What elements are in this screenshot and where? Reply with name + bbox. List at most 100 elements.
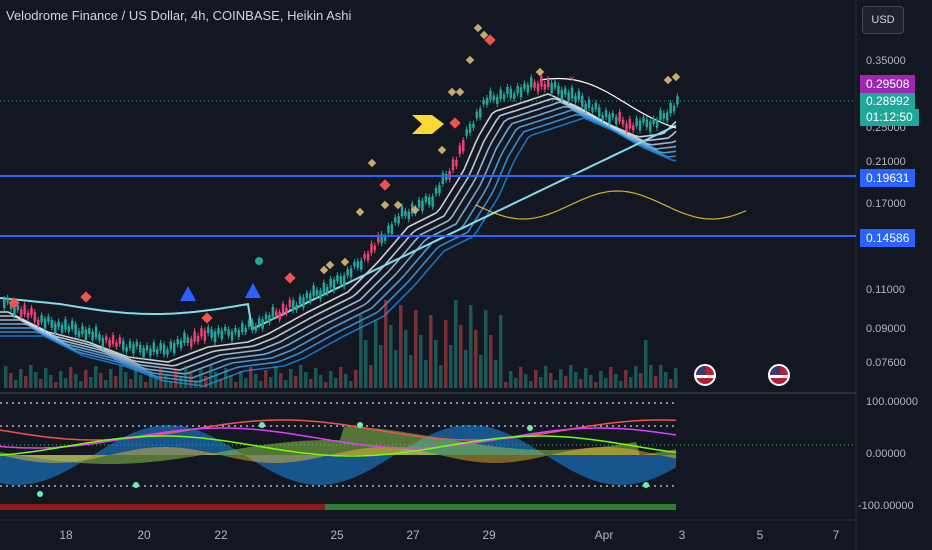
candle-body <box>13 306 16 316</box>
time-label-3: 3 <box>678 528 686 542</box>
candle-body <box>482 99 485 105</box>
candle-body <box>516 85 519 94</box>
current-price-badge: 0.28992 <box>860 93 916 110</box>
candle-body <box>149 348 152 356</box>
volume-bar <box>439 365 443 388</box>
candle-body <box>40 315 43 323</box>
signal-diamond <box>479 30 489 40</box>
osc-line <box>0 427 677 449</box>
candle-body <box>363 254 366 259</box>
volume-bar <box>624 370 628 388</box>
candle-body <box>159 343 162 351</box>
volume-bar <box>569 365 573 388</box>
volume-bar <box>509 371 513 388</box>
candle-body <box>356 261 360 268</box>
candle-body <box>499 89 502 99</box>
candle-body <box>227 329 230 336</box>
volume-bar <box>614 374 618 388</box>
candle-body <box>186 337 190 344</box>
candle-body <box>81 325 84 334</box>
candle-body <box>533 82 536 88</box>
volume-bar <box>174 370 178 388</box>
moving-average-ribbon <box>0 77 747 387</box>
volume-bar <box>344 374 348 388</box>
volume-bar <box>9 373 13 388</box>
trend-bar-bull <box>325 504 676 510</box>
heikin-ashi-candles <box>3 73 679 361</box>
candle-body <box>298 296 302 305</box>
level-badge-upper: 0.19631 <box>860 169 916 187</box>
volume-bar <box>649 365 653 388</box>
candle-body <box>635 118 638 126</box>
volume-bar <box>79 381 83 388</box>
candle-body <box>489 90 492 100</box>
currency-button[interactable]: USD <box>862 6 904 34</box>
volume-bar <box>664 372 668 388</box>
candle-body <box>458 145 462 155</box>
volume-bar <box>164 374 168 388</box>
signal-diamond <box>340 257 350 267</box>
candle-body <box>179 340 183 349</box>
candle-body <box>132 344 135 354</box>
candle-body <box>523 83 526 89</box>
osc-label-top: 100.00000 <box>866 396 918 408</box>
candle-body <box>659 110 662 121</box>
price-label-1: 0.35000 <box>866 55 906 67</box>
candle-body <box>506 87 509 95</box>
candle-body <box>322 282 326 294</box>
candle-body <box>6 297 9 303</box>
volume-bar <box>44 368 48 388</box>
candle-body <box>557 85 560 94</box>
price-label-7: 0.07600 <box>866 357 906 369</box>
time-label-22: 22 <box>214 528 228 542</box>
volume-bar <box>444 320 448 388</box>
volume-bar <box>84 370 88 388</box>
candle-body <box>553 81 557 88</box>
ribbon-line <box>0 109 677 379</box>
ribbon-line <box>0 113 677 383</box>
candle-body <box>122 340 125 350</box>
candle-body <box>258 318 261 326</box>
osc-dot <box>357 422 363 428</box>
volume-bar <box>64 378 68 388</box>
candle-body <box>397 216 400 224</box>
us-flag-icon[interactable] <box>694 364 716 386</box>
volume-bar <box>184 366 188 388</box>
candle-body <box>547 79 550 88</box>
candle-body <box>94 326 98 338</box>
time-label-25: 25 <box>330 528 344 542</box>
candle-body <box>319 290 322 299</box>
price-label-3: 0.21000 <box>866 156 906 168</box>
volume-bar <box>229 375 233 388</box>
cross-marker: × <box>569 74 575 85</box>
candle-body <box>455 159 458 167</box>
candle-body <box>577 91 581 100</box>
sell-diamond <box>379 179 391 191</box>
candle-body <box>278 311 281 320</box>
buy-triangle-icon <box>245 283 261 298</box>
time-label-18: 18 <box>59 528 73 542</box>
candle-body <box>217 328 220 335</box>
volume-bar <box>559 369 563 388</box>
candle-body <box>543 83 547 90</box>
us-flag-icon[interactable] <box>768 364 790 386</box>
cycle-projection-line <box>475 190 747 220</box>
candle-body <box>349 268 353 278</box>
candle-body <box>200 328 203 337</box>
candle-body <box>193 331 196 342</box>
volume-bar <box>54 382 58 388</box>
volume-bar <box>339 367 343 388</box>
candle-body <box>111 335 115 344</box>
candle-body <box>540 76 543 87</box>
candle-body <box>98 334 101 341</box>
volume-bar <box>299 365 303 388</box>
volume-bar <box>669 379 673 388</box>
candle-body <box>655 119 659 128</box>
volume-bar <box>484 310 488 388</box>
candle-body <box>64 319 67 330</box>
candle-body <box>625 123 628 131</box>
candle-body <box>220 330 224 339</box>
candle-body <box>560 89 564 101</box>
volume-bar <box>319 375 323 388</box>
